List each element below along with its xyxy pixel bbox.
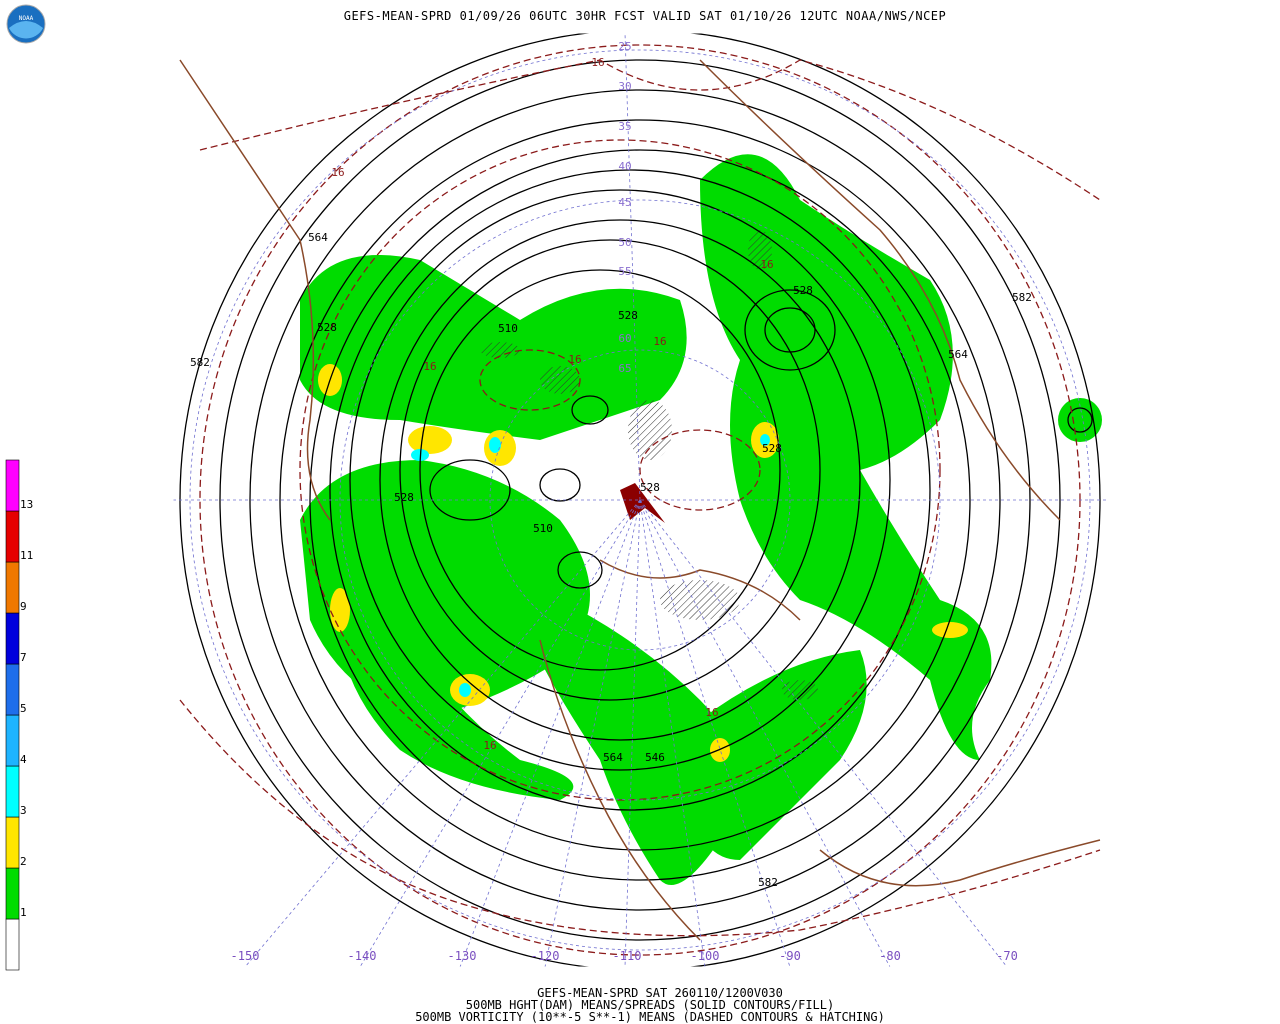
height-contour-label: 510 — [498, 322, 518, 335]
logo: NOAA — [6, 4, 46, 44]
height-contour-label: 528 — [640, 481, 660, 494]
latitude-label: 60 — [618, 332, 631, 345]
vorticity-contour-label: 16 — [568, 353, 581, 366]
map-title: GEFS-MEAN-SPRD 01/09/26 06UTC 30HR FCST … — [344, 9, 947, 23]
longitude-label: -120 — [531, 949, 560, 963]
coastlines — [179, 59, 1101, 941]
latitude-label: 55 — [618, 265, 631, 278]
latitude-label: 30 — [618, 80, 631, 93]
longitude-label: -100 — [691, 949, 720, 963]
colorbar-label: 5 — [20, 702, 27, 715]
colorbar-swatch — [5, 714, 20, 767]
longitude-label: -150 — [231, 949, 260, 963]
vorticity-contour-label: 16 — [653, 335, 666, 348]
vorticity-max — [620, 483, 665, 523]
latitude-label: 40 — [618, 160, 631, 173]
height-contour-label: 528 — [317, 321, 337, 334]
colorbar: 1 2 3 4 5 7 9 11 13 — [5, 459, 33, 971]
footer-line: 500MB HGHT(DAM) MEANS/SPREADS (SOLID CON… — [466, 998, 834, 1012]
colorbar-swatch — [5, 561, 20, 614]
longitude-label: -130 — [448, 949, 477, 963]
height-contour-label: 564 — [308, 231, 328, 244]
vorticity-contour-label: 16 — [331, 166, 344, 179]
latitude-label: 50 — [618, 236, 631, 249]
colorbar-swatch — [5, 867, 20, 920]
colorbar-label: 3 — [20, 804, 27, 817]
height-contour-label: 564 — [603, 751, 623, 764]
vorticity-contour-label: 16 — [760, 258, 773, 271]
height-contour-label: 528 — [762, 442, 782, 455]
longitude-label: -110 — [613, 949, 642, 963]
footer-line: GEFS-MEAN-SPRD SAT 260110/1200V030 — [537, 986, 783, 1000]
height-contour-label: 528 — [618, 309, 638, 322]
height-contour-label: 528 — [394, 491, 414, 504]
colorbar-label: 1 — [20, 906, 27, 919]
height-contour-label: 582 — [758, 876, 778, 889]
logo-text: NOAA — [19, 15, 34, 22]
colorbar-label: 13 — [20, 498, 33, 511]
longitude-label: -80 — [879, 949, 901, 963]
height-contour-label: 564 — [948, 348, 968, 361]
longitude-label: -70 — [996, 949, 1018, 963]
vorticity-hatching — [480, 230, 818, 700]
vorticity-contour-label: 16 — [591, 56, 604, 69]
latitude-label: 65 — [618, 362, 631, 375]
height-contour-label: 528 — [793, 284, 813, 297]
colorbar-label: 9 — [20, 600, 27, 613]
colorbar-label: 2 — [20, 855, 27, 868]
colorbar-swatch — [5, 918, 20, 971]
vorticity-contour-label: 16 — [705, 706, 718, 719]
map-frame — [172, 32, 1108, 968]
colorbar-swatch — [5, 816, 20, 869]
vorticity-contour-label: 16 — [483, 739, 496, 752]
map-area — [173, 33, 1107, 967]
height-contour-label: 582 — [190, 356, 210, 369]
height-contour-label: 546 — [645, 751, 665, 764]
colorbar-swatch — [5, 765, 20, 818]
latitude-label: 45 — [618, 196, 631, 209]
colorbar-swatch — [5, 510, 20, 563]
height-contour-label: 510 — [533, 522, 553, 535]
longitude-label: -140 — [348, 949, 377, 963]
latitude-label: 25 — [618, 40, 631, 53]
longitude-label: -90 — [779, 949, 801, 963]
colorbar-swatch — [5, 612, 20, 665]
graticule — [173, 33, 1107, 967]
height-contour-label: 582 — [1012, 291, 1032, 304]
colorbar-label: 11 — [20, 549, 33, 562]
colorbar-swatch — [5, 663, 20, 716]
colorbar-label: 4 — [20, 753, 27, 766]
colorbar-label: 7 — [20, 651, 27, 664]
colorbar-swatch — [5, 459, 20, 512]
footer-line: 500MB VORTICITY (10**-5 S**-1) MEANS (DA… — [415, 1010, 885, 1024]
latitude-label: 35 — [618, 120, 631, 133]
vorticity-contour-label: 16 — [423, 360, 436, 373]
